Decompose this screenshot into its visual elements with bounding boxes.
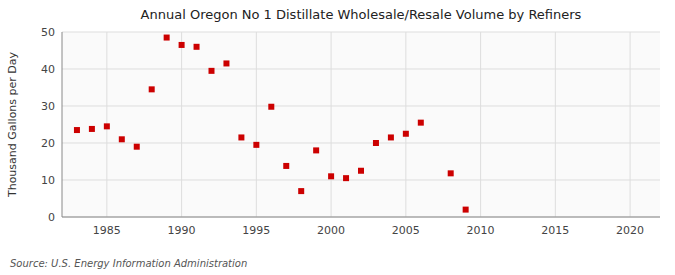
point xyxy=(283,163,289,169)
chart-svg: Annual Oregon No 1 Distillate Wholesale/… xyxy=(0,0,675,275)
point xyxy=(418,120,424,126)
y-tick-label: 50 xyxy=(41,26,55,39)
point xyxy=(403,131,409,137)
point xyxy=(388,134,394,140)
point xyxy=(119,136,125,142)
point xyxy=(104,123,110,129)
y-tick-label: 0 xyxy=(48,211,55,224)
y-grid-line xyxy=(62,143,660,144)
chart-container: Annual Oregon No 1 Distillate Wholesale/… xyxy=(0,0,675,275)
title: Annual Oregon No 1 Distillate Wholesale/… xyxy=(141,7,582,22)
x-grid-line xyxy=(331,32,332,217)
y-grid-line xyxy=(62,69,660,70)
points xyxy=(74,35,469,213)
point xyxy=(74,127,80,133)
point xyxy=(209,68,215,74)
x-axis: 1985 1990 1995 2000 2005 2010 2015 2020 xyxy=(93,32,644,237)
y-tick-label: 40 xyxy=(41,63,55,76)
y-grid-line xyxy=(62,106,660,107)
point xyxy=(223,60,229,66)
point xyxy=(298,188,304,194)
point xyxy=(358,168,364,174)
point xyxy=(89,126,95,132)
x-tick-label: 2010 xyxy=(467,224,495,237)
point xyxy=(179,42,185,48)
point xyxy=(164,35,170,41)
point xyxy=(149,86,155,92)
point xyxy=(328,173,334,179)
y-grid-line xyxy=(62,180,660,181)
point xyxy=(373,140,379,146)
y-tick-label: 10 xyxy=(41,174,55,187)
point xyxy=(253,142,259,148)
x-tick-label: 2005 xyxy=(392,224,420,237)
point xyxy=(194,44,200,50)
x-tick-label: 1995 xyxy=(242,224,270,237)
plot-background xyxy=(62,32,660,217)
point xyxy=(134,144,140,150)
point xyxy=(463,207,469,213)
x-tick-label: 2000 xyxy=(317,224,345,237)
x-grid-line xyxy=(555,32,556,217)
y-grid-line xyxy=(62,217,660,218)
point xyxy=(448,170,454,176)
x-grid-line xyxy=(181,32,182,217)
point xyxy=(238,134,244,140)
y-axis-line xyxy=(62,32,63,217)
x-grid-line xyxy=(405,32,406,217)
x-tick-label: 1985 xyxy=(93,224,121,237)
source-note: Source: U.S. Energy Information Administ… xyxy=(10,258,247,269)
x-axis-line xyxy=(62,217,660,218)
y-tick-label: 30 xyxy=(41,100,55,113)
point xyxy=(268,104,274,110)
y-axis: 0 10 20 30 40 50 xyxy=(41,26,660,224)
y-grid-line xyxy=(62,32,660,33)
x-grid-line xyxy=(256,32,257,217)
y-axis-label: Thousand Gallons per Day xyxy=(6,51,19,198)
x-grid-line xyxy=(630,32,631,217)
point xyxy=(343,175,349,181)
x-tick-label: 2015 xyxy=(541,224,569,237)
point xyxy=(313,147,319,153)
x-tick-label: 2020 xyxy=(616,224,644,237)
y-tick-label: 20 xyxy=(41,137,55,150)
x-tick-label: 1990 xyxy=(168,224,196,237)
x-grid-line xyxy=(480,32,481,217)
